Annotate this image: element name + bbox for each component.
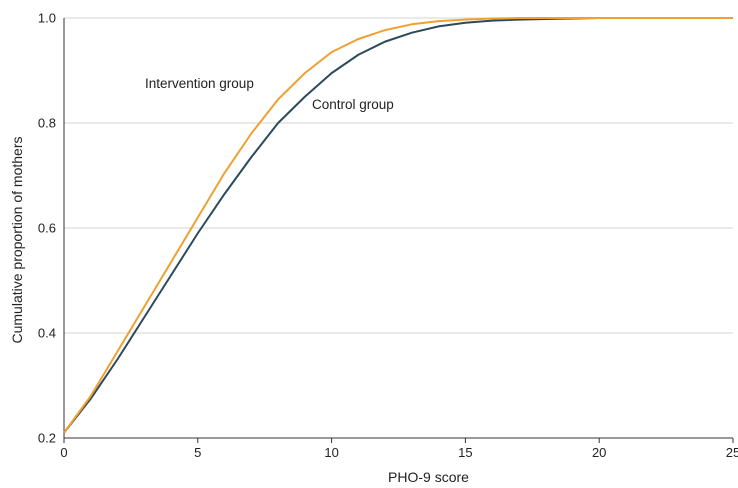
x-axis-title: PHO-9 score [388,469,469,485]
y-tick-label: 0.4 [38,326,56,341]
y-tick-label: 0.2 [38,431,56,446]
y-axis-title: Cumulative proportion of mothers [9,137,25,344]
labels: Intervention group Control group [145,76,394,112]
x-tick-label: 0 [60,445,67,460]
x-tick-label: 10 [324,445,338,460]
x-tick-label: 25 [726,445,738,460]
y-tick-label: 1.0 [38,11,56,26]
control-group-annotation: Control group [312,97,394,112]
x-tick-label: 15 [458,445,472,460]
y-tick-label: 0.6 [38,221,56,236]
x-tick-label: 20 [592,445,606,460]
intervention-group-line [63,17,733,434]
intervention-group-annotation: Intervention group [145,76,254,91]
axes: 0.2 0.4 0.6 0.8 1.0 0 5 10 15 20 25 PHO-9 score Cumu… [9,11,738,486]
y-tick-label: 0.8 [38,116,56,131]
x-tick-label: 5 [194,445,201,460]
series-lines [63,17,733,434]
